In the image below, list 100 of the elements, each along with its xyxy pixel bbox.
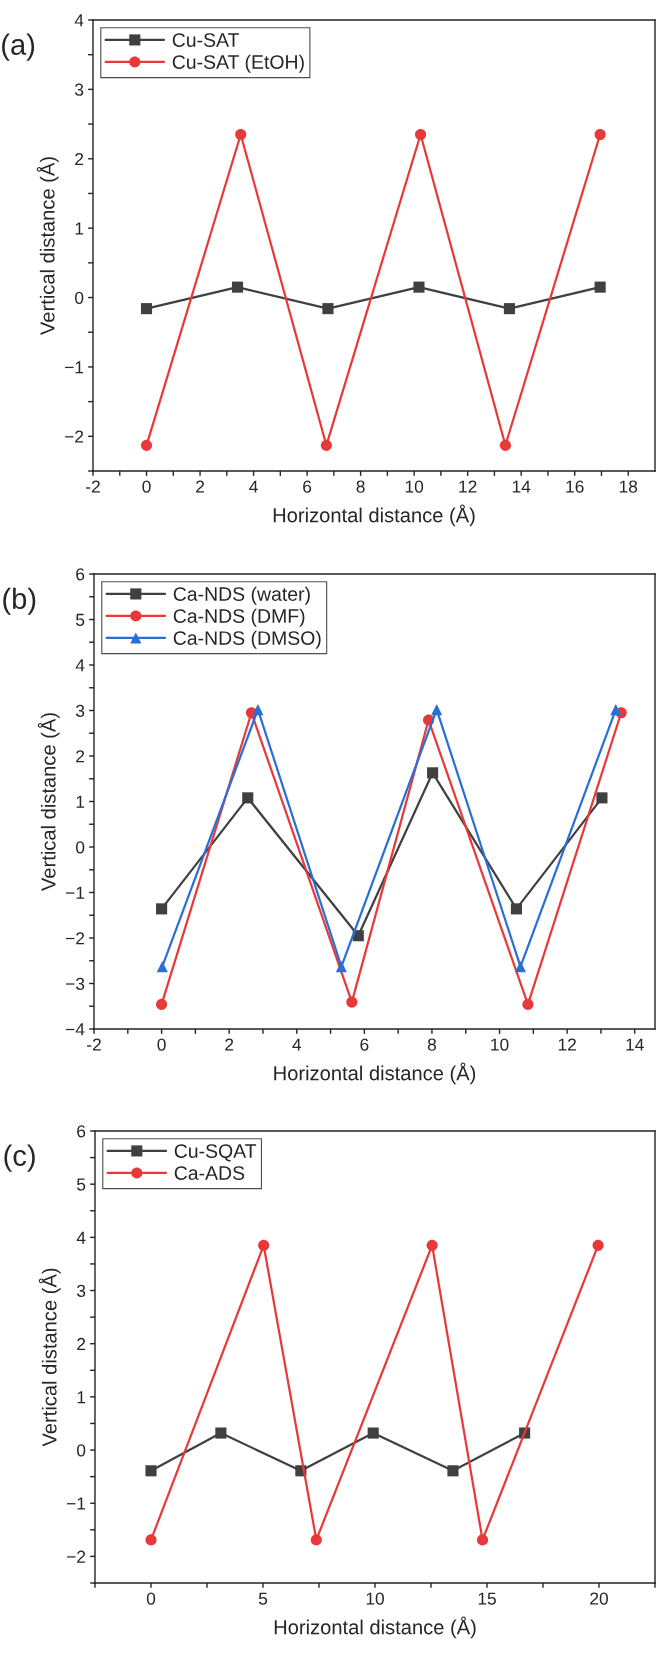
x-tick-label: 20 [590,1592,608,1605]
legend-label: Cu-SQAT [174,1144,257,1162]
y-tick-label: 2 [77,1337,86,1350]
y-tick-label: 3 [75,704,85,717]
y-tick-label: 4 [75,659,85,672]
y-tick-label: −4 [66,1023,85,1036]
y-tick-label: 1 [75,222,84,235]
point [503,303,515,315]
x-tick-label: 4 [249,480,258,493]
text: (a) [2,33,35,61]
y-tick-label: −2 [67,1550,86,1563]
y-tick-label: 5 [76,613,85,626]
x-tick-label: 14 [626,1038,644,1051]
point [231,281,244,293]
x-tick-label: 4 [292,1038,302,1051]
point [156,998,168,1010]
x-tick-label: 0 [142,480,151,493]
x-tick-label: 6 [303,480,312,493]
x-tick-label: 8 [427,1038,437,1051]
legend-label: Ca-ADS [174,1166,245,1180]
x-tick-label: 2 [196,480,204,493]
point [310,1534,322,1546]
y-tick-label: 3 [76,1284,86,1297]
point [140,439,153,451]
text: (c) [4,1144,35,1172]
x-tick-label: 6 [360,1038,369,1051]
legend-label: Ca-NDS (water) [173,586,310,605]
y-tick-label: 2 [76,750,85,763]
point [320,439,332,451]
point [145,1465,157,1477]
point [242,792,254,804]
point [594,128,606,141]
point [335,961,347,973]
legend-label: Ca-NDS (DMF) [173,608,305,627]
x-tick-label: -2 [87,1038,101,1051]
x-tick-label: 15 [478,1592,496,1605]
x-tick-label: 10 [405,480,424,493]
point [258,1239,270,1251]
point [415,128,427,141]
y-tick-label: 0 [75,291,84,304]
legend-label: Cu-SAT (EtOH) [172,54,304,73]
point [510,903,522,915]
point [322,303,334,315]
y-tick-label: 0 [77,1444,86,1457]
point [427,767,439,779]
point [215,1427,227,1439]
y-axis-title: Vertical distance (Å) [36,157,59,335]
y-tick-label: 6 [76,568,85,581]
y-tick-label: 3 [74,83,84,96]
point [596,792,608,804]
y-tick-label: 4 [74,14,84,27]
text: (b) [3,587,36,615]
point [610,704,622,716]
point [594,281,606,293]
point [252,704,264,716]
y-tick-label: 6 [77,1125,86,1138]
point [156,903,168,915]
point [431,704,443,716]
legend-label: Ca-NDS (DMSO) [173,630,321,649]
x-tick-label: 5 [258,1592,268,1605]
point [476,1534,489,1546]
y-axis-title: Vertical distance (Å) [38,1268,61,1447]
point [522,998,534,1010]
x-tick-label: 16 [566,480,584,493]
y-tick-label: −1 [67,1497,86,1510]
point [413,281,425,293]
point [447,1465,459,1477]
point [592,1239,604,1251]
x-axis-title: Horizontal distance (Å) [273,504,475,527]
x-tick-label: 12 [558,1038,576,1051]
x-tick-label: 8 [356,480,365,493]
point [514,961,527,973]
x-tick-label: 2 [225,1038,234,1051]
x-tick-label: 18 [619,480,638,493]
x-tick-label: 0 [146,1592,156,1605]
y-tick-label: 0 [76,841,85,854]
y-tick-label: 1 [77,1391,86,1404]
y-tick-label: 2 [75,152,84,166]
y-tick-label: 5 [77,1178,86,1191]
x-tick-label: 14 [512,480,531,493]
y-tick-label: −1 [65,361,84,374]
x-axis-title: Horizontal distance (Å) [274,1062,476,1085]
y-tick-label: −3 [66,977,85,990]
y-tick-label: −2 [65,430,84,443]
x-tick-label: 10 [491,1038,509,1051]
point [367,1427,379,1439]
y-axis-title: Vertical distance (Å) [37,713,60,891]
y-tick-label: 1 [76,795,85,808]
x-tick-label: 0 [157,1038,166,1051]
legend-label: Cu-SAT [172,33,240,47]
y-tick-label: 4 [76,1231,86,1244]
x-tick-label: -2 [86,480,100,493]
x-axis-title: Horizontal distance (Å) [274,1616,476,1639]
x-tick-label: 12 [459,480,477,493]
point [426,1239,438,1251]
x-tick-label: 10 [366,1592,384,1605]
point [346,996,358,1008]
point [140,303,153,315]
y-tick-label: −1 [66,886,85,899]
point [145,1534,157,1546]
